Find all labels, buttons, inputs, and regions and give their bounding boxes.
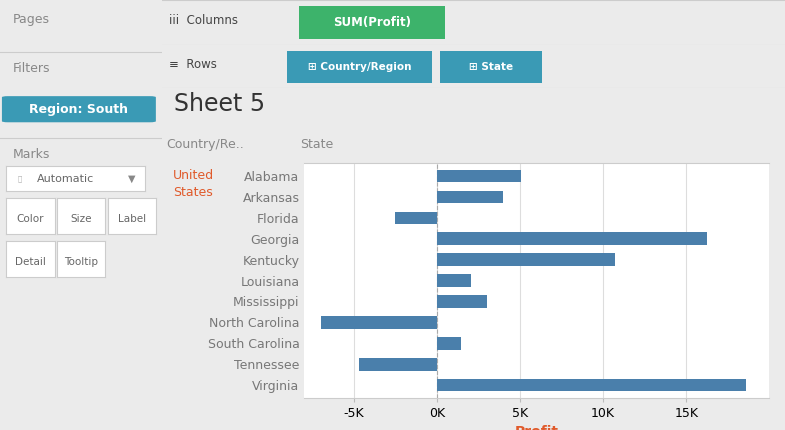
Text: Country/Re..: Country/Re.. — [166, 138, 244, 150]
Bar — [436, 274, 471, 287]
Text: United
States: United States — [173, 169, 214, 199]
Text: Automatic: Automatic — [37, 174, 94, 184]
Text: ⬛: ⬛ — [17, 175, 22, 182]
Text: Region: South: Region: South — [29, 103, 129, 116]
Bar — [359, 358, 436, 371]
Bar — [436, 253, 615, 266]
FancyBboxPatch shape — [276, 48, 444, 86]
Text: SUM(Profit): SUM(Profit) — [333, 16, 411, 29]
Bar — [436, 295, 487, 308]
Text: Label: Label — [118, 214, 146, 224]
Text: Pages: Pages — [13, 13, 50, 26]
Bar — [436, 233, 707, 245]
Text: ▼: ▼ — [128, 174, 135, 184]
Bar — [321, 316, 436, 329]
Text: ≡  Rows: ≡ Rows — [169, 58, 217, 71]
Bar — [395, 212, 436, 224]
FancyBboxPatch shape — [2, 96, 156, 122]
Bar — [436, 337, 462, 350]
X-axis label: Profit: Profit — [514, 425, 559, 430]
Text: iii  Columns: iii Columns — [169, 14, 238, 27]
Bar — [436, 190, 503, 203]
FancyBboxPatch shape — [288, 4, 456, 41]
Text: Tooltip: Tooltip — [64, 257, 98, 267]
FancyBboxPatch shape — [432, 48, 550, 86]
Text: State: State — [300, 138, 333, 150]
Text: Filters: Filters — [13, 62, 50, 75]
Text: Color: Color — [16, 214, 44, 224]
Text: Marks: Marks — [13, 148, 50, 161]
Text: Sheet 5: Sheet 5 — [174, 92, 265, 117]
Bar — [436, 170, 520, 182]
Bar — [436, 379, 746, 391]
Text: Size: Size — [71, 214, 92, 224]
Text: Detail: Detail — [15, 257, 46, 267]
Text: ⊞ Country/Region: ⊞ Country/Region — [308, 62, 411, 72]
Text: ⊞ State: ⊞ State — [469, 62, 513, 72]
